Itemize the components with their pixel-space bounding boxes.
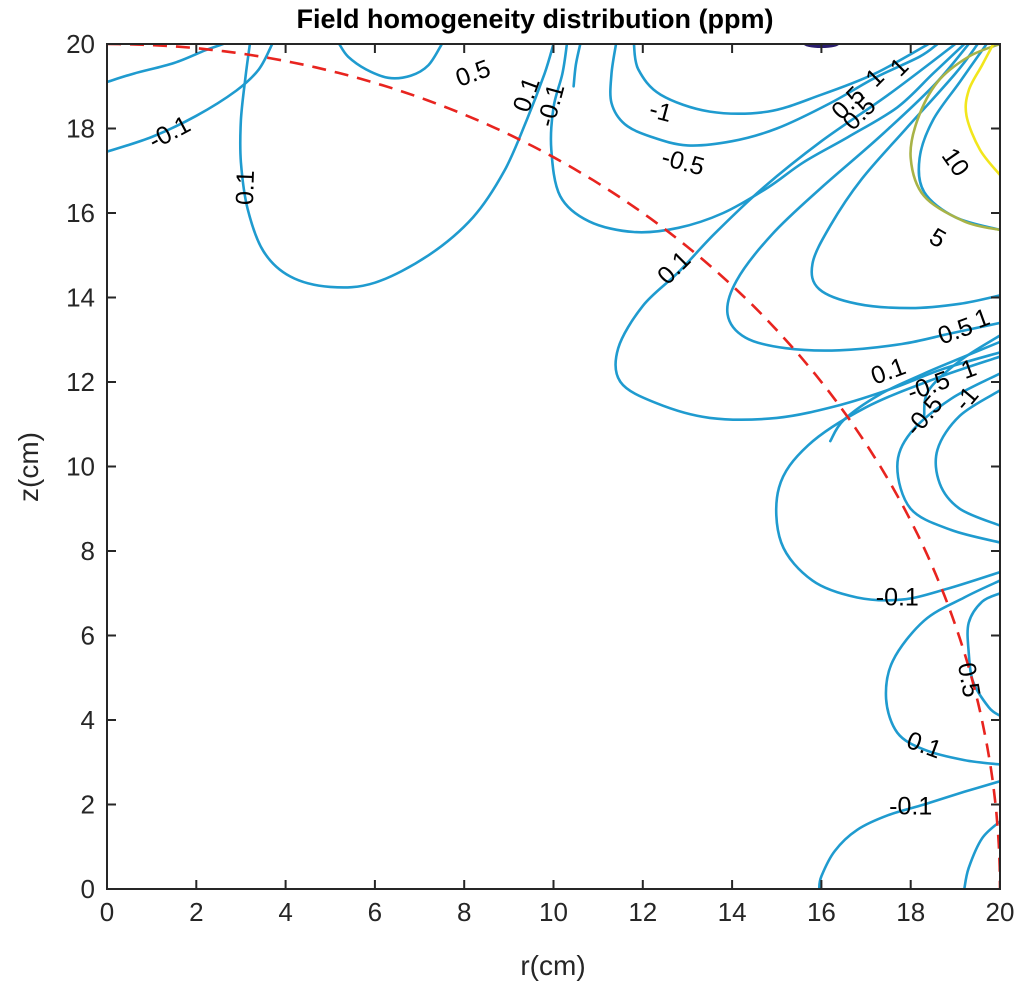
- contour-line-13: [964, 44, 1000, 177]
- y-axis: 0 2 4 6 8 10 12 14 16 18 20: [66, 29, 1000, 904]
- y-tick-label-1: 2: [81, 790, 95, 820]
- contour-label-6: -0.5: [659, 143, 708, 181]
- contour-label-22: 0.5: [952, 660, 986, 699]
- contour-label-14: 0.5: [934, 312, 976, 350]
- contour-label-1: 0.1: [231, 170, 260, 206]
- contour-line-5: [609, 44, 939, 147]
- contour-label-5: -1: [646, 95, 675, 128]
- contour-line-20: [884, 579, 1000, 766]
- x-tick-label-3: 6: [368, 897, 382, 927]
- x-axis: 0 2 4 6 8 10 12 14 16 18 20: [100, 44, 1015, 927]
- contour-line-4: [549, 44, 966, 234]
- y-tick-label-4: 8: [81, 536, 95, 566]
- contour-line-21: [817, 780, 1000, 889]
- contour-line-0: [107, 44, 225, 84]
- y-tick-label-5: 10: [66, 452, 95, 482]
- contour-label-24: -0.1: [889, 793, 932, 821]
- contour-line-16: [934, 389, 1000, 527]
- contour-line-2: [238, 44, 555, 289]
- y-axis-label: z(cm): [13, 432, 44, 502]
- x-tick-label-8: 16: [807, 897, 836, 927]
- contour-label-11: 10: [936, 143, 975, 182]
- contour-label-20: -1: [949, 381, 985, 416]
- contour-label-2: 0.5: [452, 54, 494, 92]
- contour-label-21: -0.1: [876, 583, 919, 611]
- chart-title: Field homogeneity distribution (ppm): [297, 4, 774, 34]
- contour-line-7: [572, 44, 582, 88]
- contour-label-0: -0.1: [144, 110, 195, 155]
- y-tick-label-3: 6: [81, 621, 95, 651]
- y-tick-label-2: 4: [81, 705, 95, 735]
- y-tick-label-7: 14: [66, 283, 95, 313]
- y-tick-label-6: 12: [66, 367, 95, 397]
- x-axis-label: r(cm): [520, 950, 585, 981]
- x-tick-label-2: 4: [278, 897, 292, 927]
- contour-label-12: 5: [924, 223, 950, 254]
- x-tick-label-5: 10: [539, 897, 568, 927]
- contour-line-12: [909, 44, 1000, 232]
- y-tick-label-9: 18: [66, 114, 95, 144]
- contour-line-22: [963, 820, 1000, 889]
- contour-line-17: [895, 372, 1000, 544]
- y-tick-label-10: 20: [66, 29, 95, 59]
- contour-line-1: [107, 44, 274, 153]
- boundary-arc: [107, 44, 1000, 889]
- contour-line-6: [632, 44, 930, 115]
- x-tick-label-1: 2: [189, 897, 203, 927]
- x-tick-label-7: 14: [718, 897, 747, 927]
- contour-label-19: -0.5: [900, 390, 949, 441]
- contour-line-3: [337, 44, 444, 80]
- x-tick-label-0: 0: [100, 897, 114, 927]
- contour-line-9: [725, 44, 1000, 352]
- contour-label-23: 0.1: [903, 726, 945, 764]
- x-tick-label-6: 12: [628, 897, 657, 927]
- x-tick-label-10: 20: [986, 897, 1015, 927]
- contour-label-13: 0.1: [652, 246, 696, 290]
- contour-line-18: [774, 355, 1000, 602]
- y-tick-label-0: 0: [81, 874, 95, 904]
- contour-line-8: [614, 44, 1000, 421]
- x-tick-label-9: 18: [896, 897, 925, 927]
- contour-line-10: [810, 44, 1000, 310]
- contour-labels: -0.10.10.50.1-0.1 -1-0.50.50.5111050.10.5…: [144, 52, 994, 820]
- contour-lines: [107, 44, 1000, 889]
- contour-line-19: [966, 592, 1000, 718]
- x-tick-label-4: 8: [457, 897, 471, 927]
- y-tick-label-8: 16: [66, 198, 95, 228]
